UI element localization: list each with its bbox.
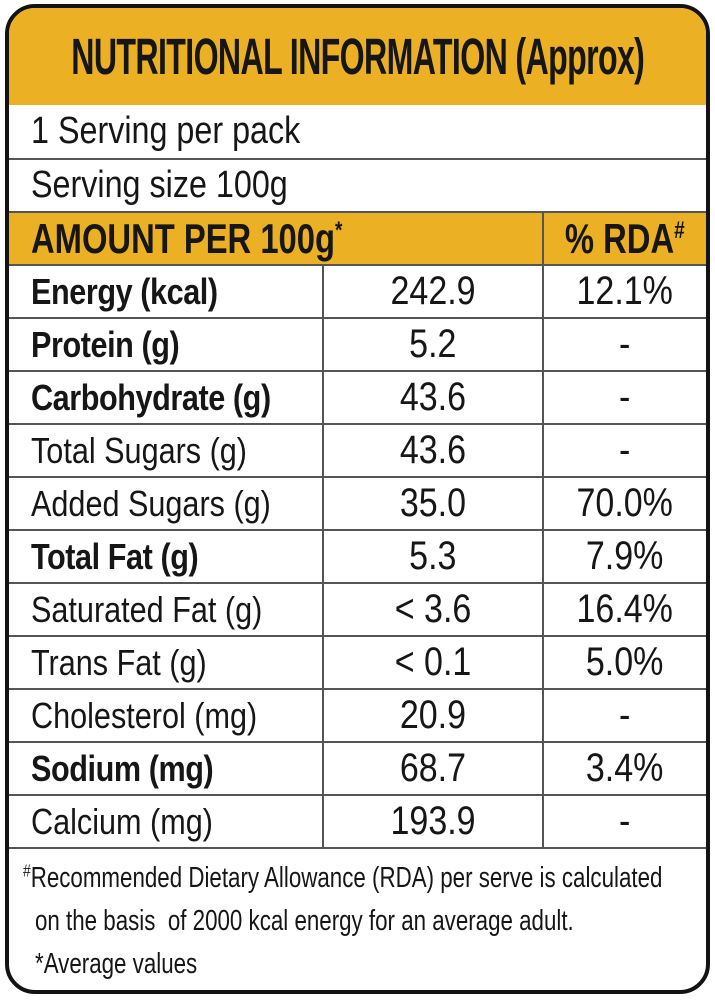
nutrient-label-cell: Total Fat (g): [9, 529, 322, 582]
nutrient-rda-cell: 7.9%: [542, 529, 706, 582]
nutrient-label-cell: Saturated Fat (g): [9, 582, 322, 635]
nutrient-label-cell: Protein (g): [9, 317, 322, 370]
nutrient-label: Trans Fat (g): [31, 641, 207, 683]
nutrient-label-cell: Sodium (mg): [9, 741, 322, 794]
nutrient-rda: -: [619, 322, 631, 366]
nutrient-rda: 5.0%: [586, 640, 664, 684]
nutrient-amount: < 0.1: [394, 640, 472, 684]
nutrient-label: Energy (kcal): [31, 270, 218, 312]
amount-header-asterisk: *: [334, 216, 343, 244]
nutrient-rda-cell: -: [542, 688, 706, 741]
nutrient-label: Added Sugars (g): [31, 482, 271, 524]
nutrient-rda: -: [619, 375, 631, 419]
nutrient-amount: 193.9: [390, 799, 476, 843]
nutrient-amount-cell: < 3.6: [322, 582, 542, 635]
nutrient-amount-cell: 5.3: [322, 529, 542, 582]
nutrient-rda: -: [619, 428, 631, 472]
nutrient-rda: 70.0%: [576, 481, 674, 525]
footnote-line-3: *Average values: [35, 948, 198, 980]
nutrient-amount-cell: 43.6: [322, 423, 542, 476]
nutrient-label-cell: Carbohydrate (g): [9, 370, 322, 423]
nutrient-rda-cell: 3.4%: [542, 741, 706, 794]
nutrient-rda: 16.4%: [576, 587, 674, 631]
nutrient-rda-cell: -: [542, 423, 706, 476]
nutrient-label: Sodium (mg): [31, 747, 214, 789]
nutrient-label-cell: Total Sugars (g): [9, 423, 322, 476]
nutrient-amount-cell: 242.9: [322, 264, 542, 317]
serving-size: Serving size 100g: [9, 158, 706, 211]
nutrient-label: Calcium (mg): [31, 800, 213, 842]
nutrient-amount: 242.9: [390, 269, 476, 313]
rda-header-hash: #: [674, 216, 685, 244]
nutrient-rda-cell: 70.0%: [542, 476, 706, 529]
footnote-line-1-text: Recommended Dietary Allowance (RDA) per …: [30, 862, 663, 894]
footnote-line-1: #Recommended Dietary Allowance (RDA) per…: [23, 857, 662, 900]
nutrient-amount: < 3.6: [394, 587, 472, 631]
nutrient-label: Carbohydrate (g): [31, 376, 271, 418]
nutrient-label-cell: Trans Fat (g): [9, 635, 322, 688]
nutrient-amount: 35.0: [399, 481, 467, 525]
nutrient-label-cell: Calcium (mg): [9, 794, 322, 847]
nutrient-rda-cell: -: [542, 317, 706, 370]
nutrient-rda: 7.9%: [586, 534, 664, 578]
nutrient-amount: 5.2: [409, 322, 457, 366]
nutrient-rda-cell: 5.0%: [542, 635, 706, 688]
footnote-hash: #: [23, 860, 31, 881]
amount-header: AMOUNT PER 100g*: [9, 211, 542, 264]
nutrient-rda-cell: 16.4%: [542, 582, 706, 635]
footnote: #Recommended Dietary Allowance (RDA) per…: [9, 847, 706, 990]
nutrient-amount-cell: 35.0: [322, 476, 542, 529]
nutrient-amount: 68.7: [399, 746, 467, 790]
nutrient-amount: 5.3: [409, 534, 457, 578]
nutrient-rda-cell: -: [542, 370, 706, 423]
nutrient-amount-cell: 5.2: [322, 317, 542, 370]
label-title: NUTRITIONAL INFORMATION (Approx): [71, 28, 645, 85]
serving-per-pack-text: 1 Serving per pack: [31, 110, 301, 152]
nutrient-label: Cholesterol (mg): [31, 694, 258, 736]
nutrient-amount-cell: < 0.1: [322, 635, 542, 688]
nutrient-label: Total Fat (g): [31, 535, 199, 577]
nutrient-rda-cell: 12.1%: [542, 264, 706, 317]
nutrient-label: Total Sugars (g): [31, 429, 247, 471]
rda-header-text: % RDA: [565, 214, 675, 262]
nutrient-amount-cell: 68.7: [322, 741, 542, 794]
serving-per-pack: 1 Serving per pack: [9, 105, 706, 158]
nutrient-amount: 20.9: [399, 693, 467, 737]
serving-size-text: Serving size 100g: [31, 164, 288, 206]
amount-header-text: AMOUNT PER 100g: [31, 214, 335, 262]
nutrient-rda: 3.4%: [586, 746, 664, 790]
nutrient-label: Saturated Fat (g): [31, 588, 263, 630]
nutrient-label-cell: Cholesterol (mg): [9, 688, 322, 741]
nutrient-amount: 43.6: [399, 428, 467, 472]
nutrition-table: AMOUNT PER 100g* % RDA# Energy (kcal) 24…: [9, 211, 706, 847]
nutrient-amount: 43.6: [399, 375, 467, 419]
footnote-line-2: on the basis of 2000 kcal energy for an …: [35, 905, 574, 937]
nutrient-amount-cell: 43.6: [322, 370, 542, 423]
title-band: NUTRITIONAL INFORMATION (Approx): [9, 8, 706, 105]
nutrient-label-cell: Energy (kcal): [9, 264, 322, 317]
nutrient-rda: -: [619, 693, 631, 737]
nutrient-amount-cell: 20.9: [322, 688, 542, 741]
rda-header: % RDA#: [542, 211, 706, 264]
nutrient-amount-cell: 193.9: [322, 794, 542, 847]
nutrition-label-card: NUTRITIONAL INFORMATION (Approx) 1 Servi…: [5, 4, 710, 994]
nutrient-rda-cell: -: [542, 794, 706, 847]
nutrient-rda: 12.1%: [576, 269, 674, 313]
nutrient-rda: -: [619, 799, 631, 843]
nutrient-label: Protein (g): [31, 323, 180, 365]
nutrient-label-cell: Added Sugars (g): [9, 476, 322, 529]
